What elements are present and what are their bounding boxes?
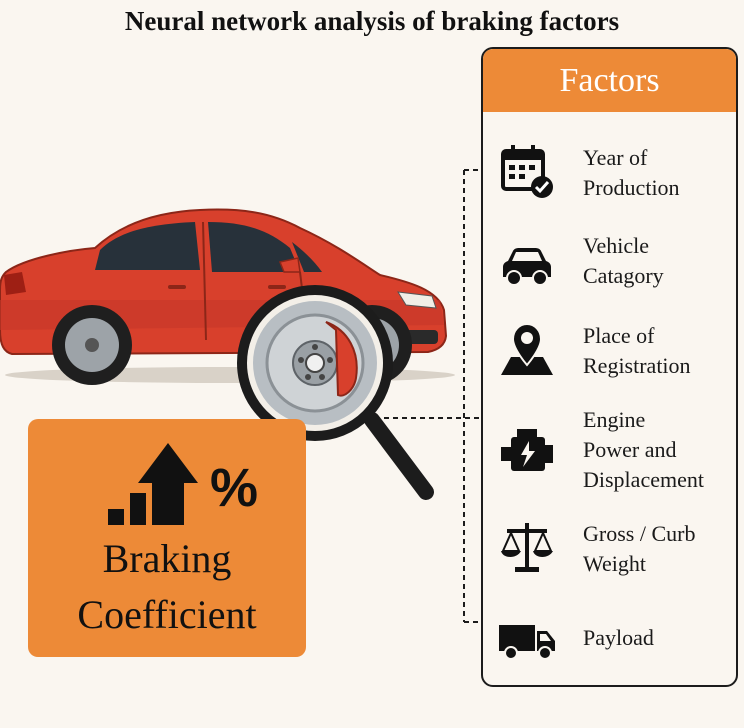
car-icon (497, 237, 557, 297)
calendar-check-icon (497, 141, 557, 201)
connector-lines (384, 170, 481, 622)
balance-scale-icon (497, 517, 557, 577)
percent-symbol: % (210, 457, 258, 519)
factor-label-place-of-registration: Place of Registration (583, 321, 732, 381)
factor-label-payload: Payload (583, 623, 732, 653)
factor-item-engine-power: Engine Power and Displacement (483, 405, 736, 505)
map-pin-icon (497, 319, 557, 379)
braking-label-line-2: Coefficient (28, 587, 306, 643)
factor-label-line: Vehicle (583, 231, 732, 261)
factor-label-line: Production (583, 173, 732, 203)
factor-item-year-of-production: Year of Production (483, 137, 736, 217)
factor-item-gross-curb-weight: Gross / Curb Weight (483, 515, 736, 595)
factor-label-line: Place of (583, 321, 732, 351)
factor-label-line: Weight (583, 549, 732, 579)
factor-label-gross-curb-weight: Gross / Curb Weight (583, 519, 732, 579)
factor-label-line: Catagory (583, 261, 732, 291)
truck-icon (497, 611, 557, 671)
factor-label-line: Payload (583, 623, 732, 653)
factor-label-line: Year of (583, 143, 732, 173)
braking-coefficient-box: % Braking Coefficient (28, 419, 306, 657)
factor-label-line: Power and (583, 435, 732, 465)
factor-label-line: Gross / Curb (583, 519, 732, 549)
factors-panel: Factors Year of Production Vehicle Catag (481, 47, 738, 687)
braking-label-line-1: Braking (28, 531, 306, 587)
factor-label-vehicle-category: Vehicle Catagory (583, 231, 732, 291)
factor-item-place-of-registration: Place of Registration (483, 317, 736, 397)
braking-coefficient-label: Braking Coefficient (28, 531, 306, 643)
factor-label-line: Engine (583, 405, 732, 435)
factor-label-line: Registration (583, 351, 732, 381)
factor-item-vehicle-category: Vehicle Catagory (483, 227, 736, 307)
factor-label-engine-power: Engine Power and Displacement (583, 405, 732, 495)
engine-icon (497, 423, 557, 483)
factor-label-year-of-production: Year of Production (583, 143, 732, 203)
factor-item-payload: Payload (483, 605, 736, 685)
factors-header: Factors (483, 49, 736, 112)
factor-label-line: Displacement (583, 465, 732, 495)
